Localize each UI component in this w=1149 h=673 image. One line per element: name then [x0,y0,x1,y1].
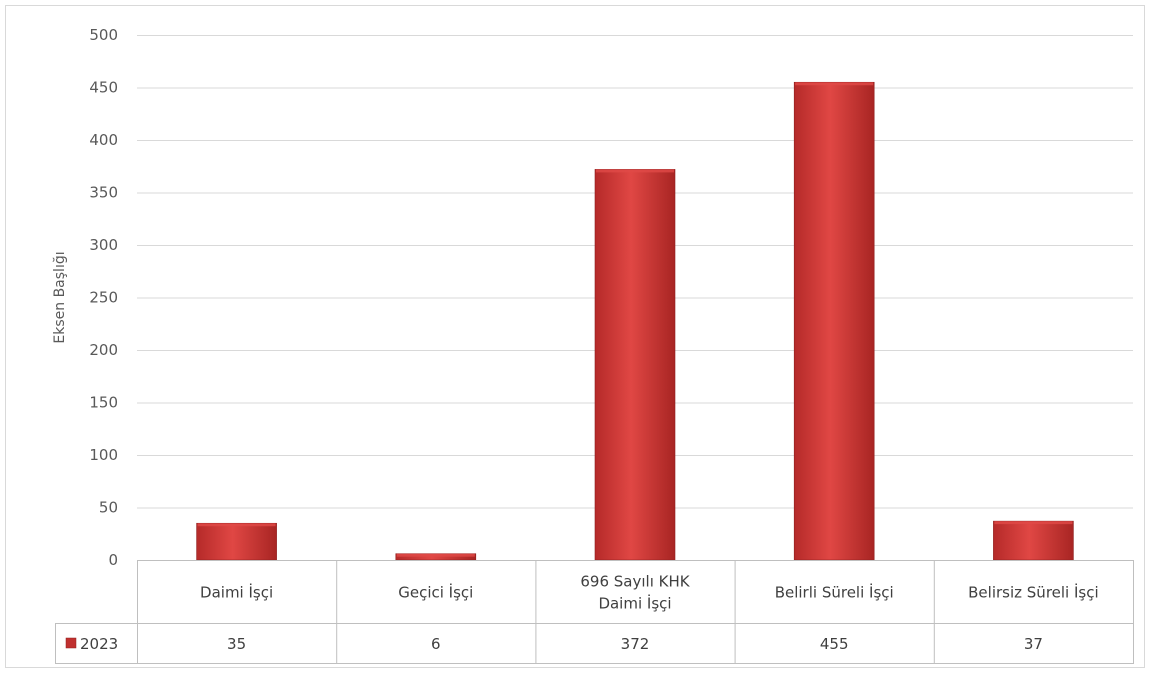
bar-group [594,169,676,561]
bar-group [395,553,477,561]
legend-series-label: 2023 [80,635,118,653]
legend-swatch [65,637,77,649]
bar [594,169,676,561]
bar-highlight [596,169,674,173]
data-table-value: 37 [1024,635,1043,653]
data-table-value: 35 [227,635,246,653]
y-tick-label: 200 [89,341,118,359]
bar [793,81,875,561]
bar-highlight [795,82,874,86]
bar-group [196,522,277,561]
y-tick-label: 500 [89,26,118,44]
y-tick-label: 100 [89,446,118,464]
bar-group [793,81,875,561]
bar-highlight [994,521,1073,525]
y-tick-label: 300 [89,236,118,254]
x-category-label: Belirsiz Süreli İşçi [968,583,1099,602]
bar-highlight [396,553,475,557]
x-category-label: Daimi İşçi [200,583,273,602]
y-tick-label: 50 [99,499,118,517]
x-category-label: 696 Sayılı KHK [580,573,690,591]
y-tick-label: 150 [89,394,118,412]
x-category-label: Daimi İşçi [598,594,671,613]
bar-group [993,520,1074,561]
y-tick-label: 0 [108,551,118,569]
y-tick-label: 250 [89,289,118,307]
bar [196,522,277,561]
x-category-label: Geçici İşçi [398,583,473,602]
data-table-value: 6 [431,635,441,653]
chart-frame [5,5,1145,668]
y-tick-label: 350 [89,184,118,202]
y-axis-label: Eksen Başlığı [52,251,68,343]
bar-highlight [197,523,276,527]
x-category-label: Belirli Süreli İşçi [775,583,894,602]
data-table-value: 455 [820,635,849,653]
bar [993,520,1074,561]
y-tick-label: 450 [89,79,118,97]
data-table-value: 372 [621,635,650,653]
y-tick-label: 400 [89,131,118,149]
